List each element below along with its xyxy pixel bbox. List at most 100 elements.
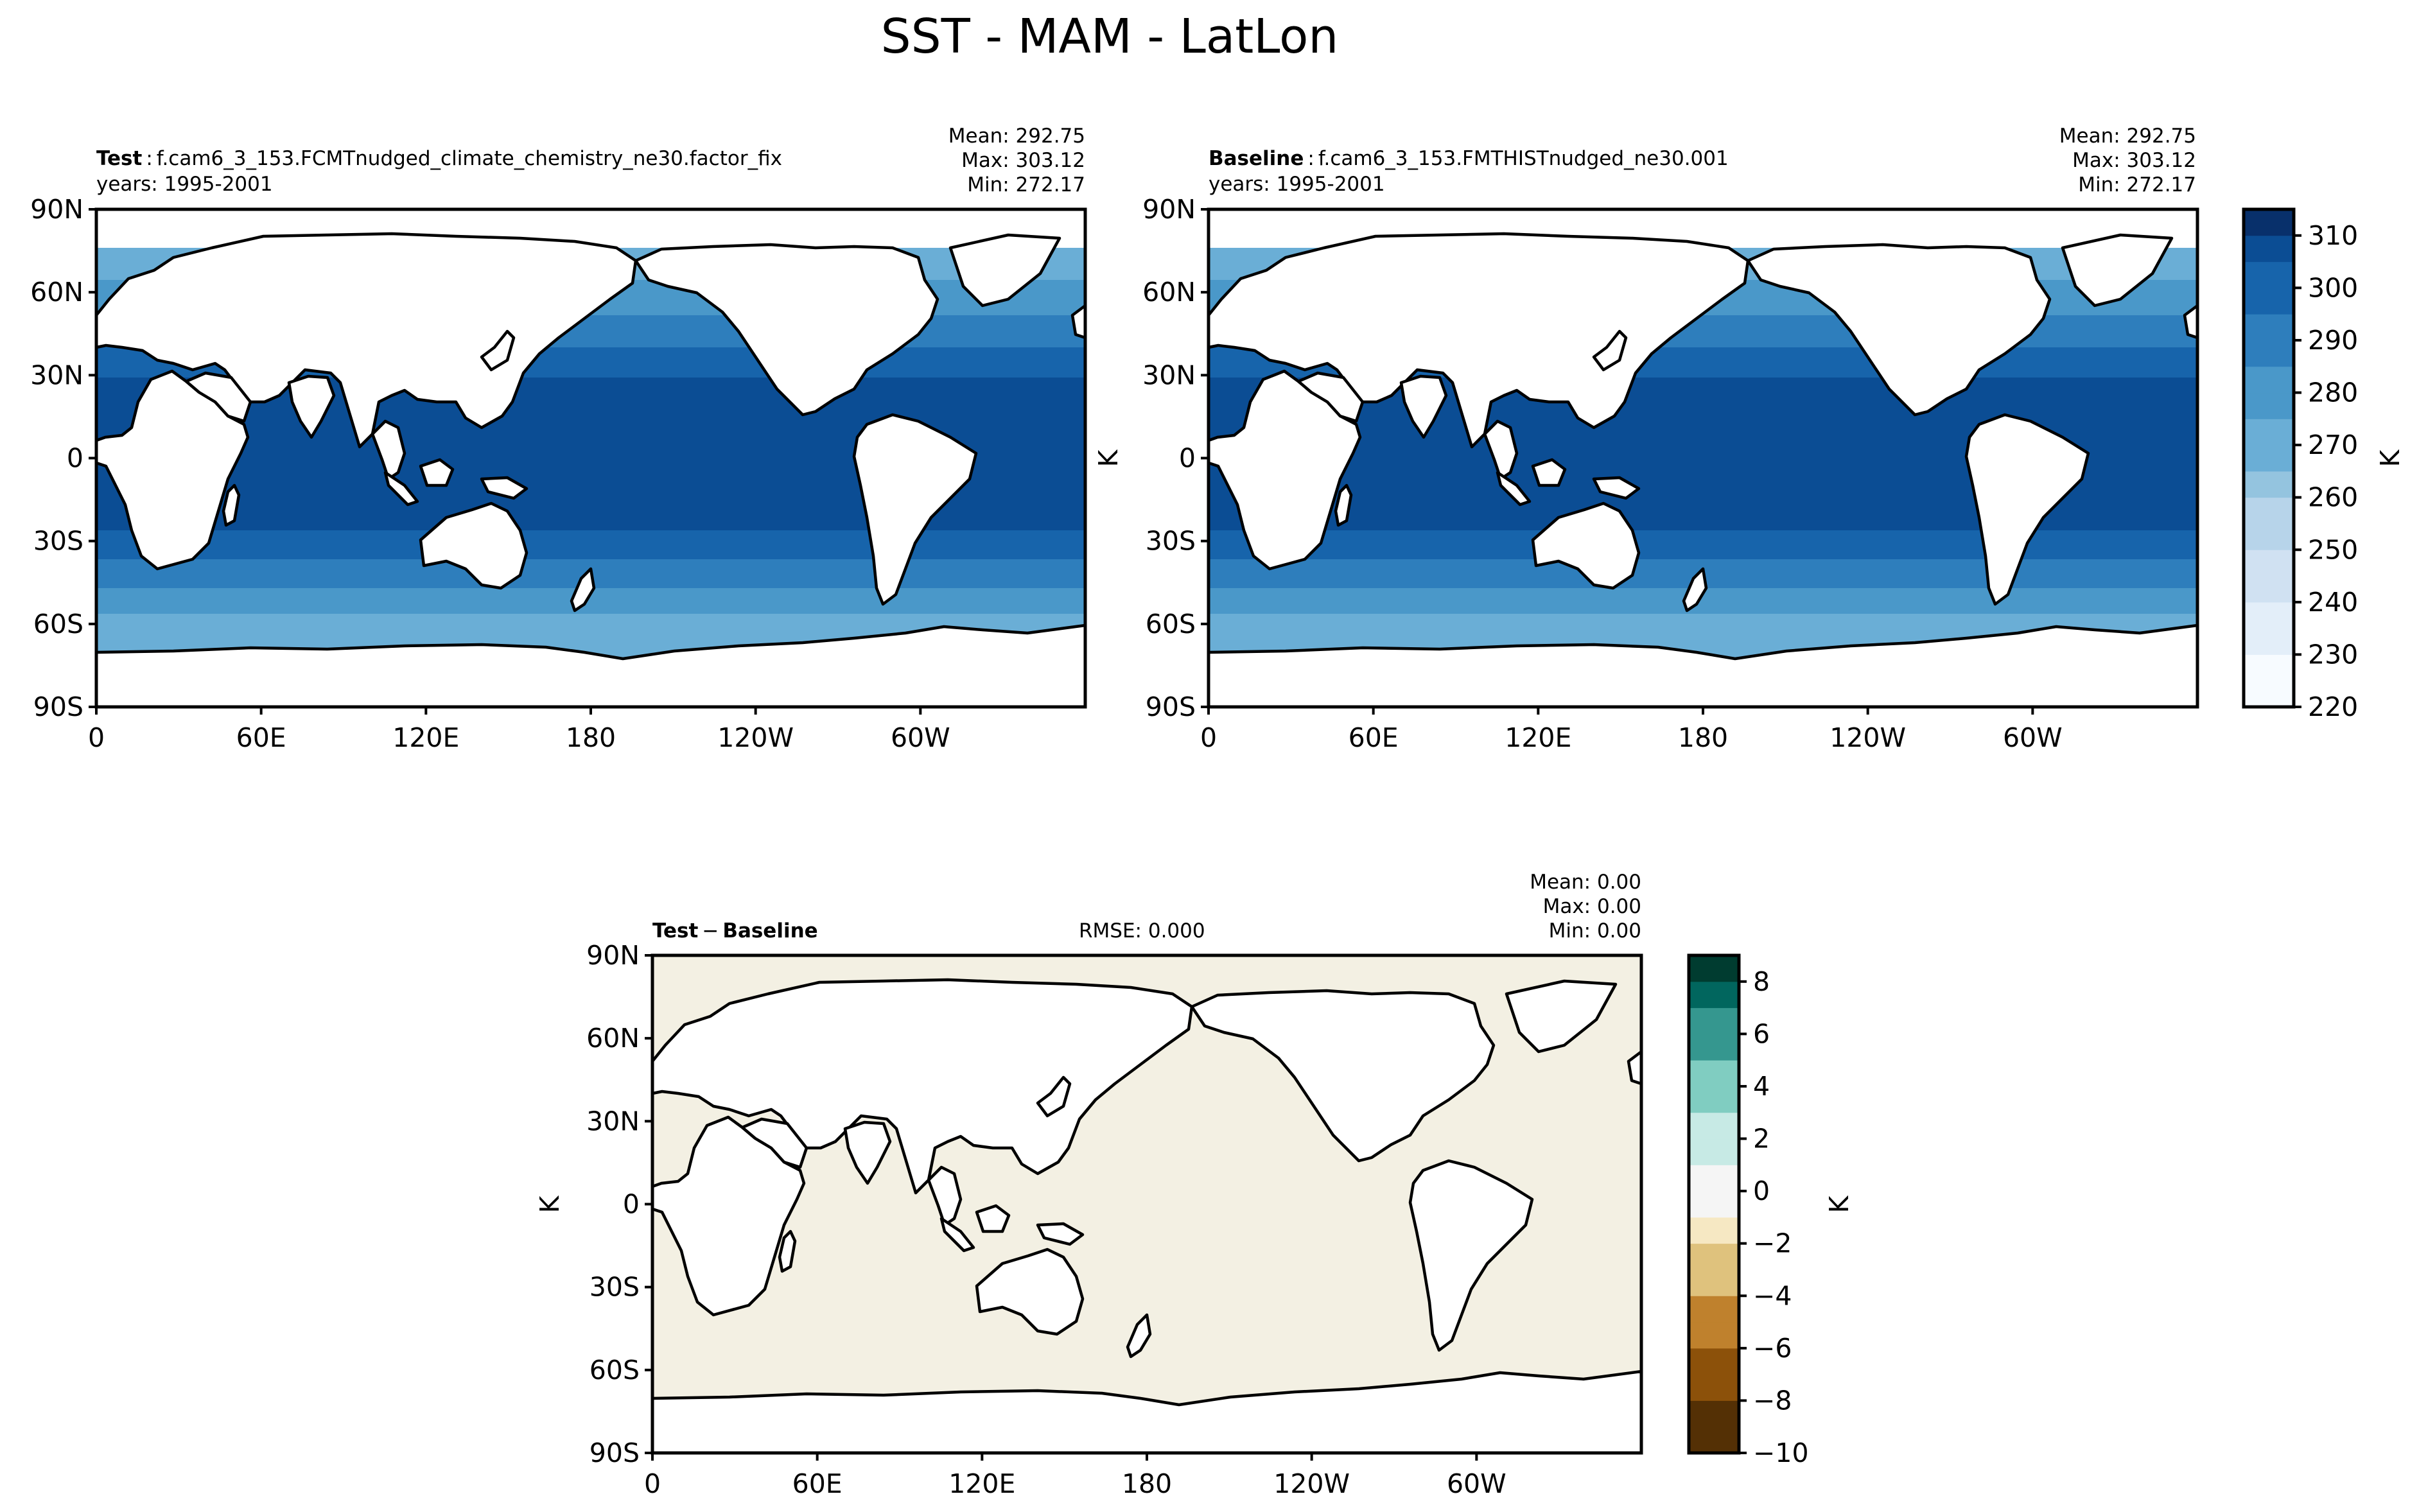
x-tick-label: 60W (1447, 1468, 1506, 1499)
baseline-map (1207, 207, 2199, 709)
diff-minus: − (702, 919, 719, 943)
baseline-axis-ticks: 0 60E 120E 180 120W 60W 90N 60N 30N 0 30S 60S 90S (1142, 194, 2063, 753)
colorbar-level (2244, 471, 2294, 498)
colorbar-level (1689, 1060, 1739, 1087)
colorbar-level (1689, 1112, 1739, 1140)
colorbar-level (1689, 1086, 1739, 1113)
colorbar-level (1689, 1348, 1739, 1375)
x-tick-label: 0 (644, 1468, 661, 1499)
test-max: Max: 303.12 (961, 149, 1085, 172)
y-tick-label: 90N (1142, 194, 1196, 225)
colorbar-level (1689, 955, 1739, 982)
diff-bold-label-baseline: Baseline (722, 919, 817, 943)
colorbar-level (2244, 288, 2294, 315)
y-tick-label: 90S (33, 691, 83, 722)
colorbar-level (1689, 1217, 1739, 1244)
colorbar-frame (2242, 207, 2296, 709)
y-tick-label: 30N (30, 360, 83, 390)
test-case-name: f.cam6_3_153.FCMTnudged_climate_chemistr… (157, 147, 782, 170)
colorbar-tick-label: 260 (2308, 482, 2358, 513)
colorbar-tick-label: −6 (1753, 1333, 1792, 1364)
colorbar-level (2244, 550, 2294, 577)
diff-panel-title: Test − Baseline (652, 919, 818, 943)
x-tick-label: 120W (1273, 1468, 1350, 1499)
y-tick-label: 60S (1146, 609, 1196, 639)
y-tick-label: 60N (586, 1023, 640, 1054)
colorbar-level (2244, 602, 2294, 629)
colorbar-level (2244, 340, 2294, 367)
colorbar-tick-label: 240 (2308, 587, 2358, 618)
colorbar-level (1689, 1400, 1739, 1427)
colorbar-tick-label: −8 (1753, 1385, 1792, 1416)
x-tick-label: 60W (2003, 722, 2063, 753)
x-tick-label: 60E (236, 722, 286, 753)
colorbar-tick-label: 280 (2308, 378, 2358, 408)
colorbar-level (2244, 654, 2294, 681)
colorbar-level (1689, 1034, 1739, 1061)
colorbar-tick-label: −10 (1753, 1438, 1809, 1468)
x-tick-label: 180 (566, 722, 616, 753)
x-tick-label: 180 (1122, 1468, 1172, 1499)
colorbar-tick-label: 310 (2308, 220, 2358, 251)
colorbar-tick-label: 6 (1753, 1018, 1770, 1049)
diff-max: Max: 0.00 (1543, 895, 1641, 918)
colorbar-level (1689, 1007, 1739, 1034)
diff-axis-ticks: 0 60E 120E 180 120W 60W 90N 60N 30N 0 30S 60S 90S (586, 940, 1506, 1499)
colorbar-tick-label: 8 (1753, 966, 1770, 997)
colorbar-level (2244, 235, 2294, 263)
x-tick-label: 0 (1200, 722, 1217, 753)
colorbar-tick-label: 250 (2308, 534, 2358, 565)
y-tick-label: 90S (589, 1438, 640, 1468)
colorbar-tick-label: 2 (1753, 1124, 1770, 1154)
test-bold-label: Test (96, 147, 143, 170)
diff-min: Min: 0.00 (1549, 919, 1641, 943)
colorbar-tick-label: −2 (1753, 1228, 1792, 1259)
colorbar-tick-label: 220 (2308, 691, 2358, 722)
y-tick-label: 60N (30, 277, 83, 308)
colorbar-level (2244, 209, 2294, 236)
colorbar-level (1689, 1138, 1739, 1165)
baseline-panel: Baseline: f.cam6_3_153.FMTHISTnudged_ne30… (1093, 125, 2199, 753)
diff-y-unit: K (534, 1195, 565, 1213)
sst-lat-band (96, 530, 1085, 559)
x-tick-label: 180 (1678, 722, 1728, 753)
sst-colorbar-label: K (2375, 449, 2406, 467)
y-tick-label: 60N (1142, 277, 1196, 308)
baseline-case-name: f.cam6_3_153.FMTHISTnudged_ne30.001 (1318, 147, 1729, 170)
colorbar-level (1689, 981, 1739, 1009)
x-tick-label: 120E (948, 1468, 1015, 1499)
colorbar-tick-label: 300 (2308, 272, 2358, 303)
colorbar-level (2244, 419, 2294, 446)
x-tick-label: 0 (88, 722, 105, 753)
x-tick-label: 120W (1829, 722, 1906, 753)
colorbar-level (2244, 576, 2294, 603)
y-tick-label: 0 (1179, 443, 1196, 474)
y-tick-label: 60S (589, 1355, 640, 1386)
x-tick-label: 60W (891, 722, 950, 753)
diff-mean: Mean: 0.00 (1530, 871, 1641, 894)
colorbar-level (1689, 1243, 1739, 1270)
diff-rmse: RMSE: 0.000 (1079, 919, 1205, 943)
colorbar-tick-label: 270 (2308, 430, 2358, 460)
colorbar-level (2244, 445, 2294, 472)
colorbar-level (1689, 1269, 1739, 1296)
test-min: Min: 272.17 (967, 173, 1085, 196)
y-tick-label: 90N (30, 194, 83, 225)
baseline-years: years: 1995-2001 (1209, 173, 1385, 196)
colorbar-level (1689, 1165, 1739, 1192)
baseline-bold-label: Baseline (1209, 147, 1304, 170)
test-mean: Mean: 292.75 (948, 125, 1085, 148)
colorbar-tick-label: 290 (2308, 325, 2358, 356)
x-tick-label: 120E (1505, 722, 1571, 753)
x-tick-label: 120W (717, 722, 794, 753)
sst-colorbar: 220 230 240 250 260 270 280 290 300 310 (2242, 207, 2358, 722)
diff-bold-label-test: Test (652, 919, 699, 943)
colorbar-level (1689, 1322, 1739, 1349)
colorbar-level (1689, 1374, 1739, 1401)
y-tick-label: 90N (586, 940, 640, 971)
diff-map (651, 953, 1643, 1455)
y-tick-label: 90S (1146, 691, 1196, 722)
colorbar-tick-label: 0 (1753, 1176, 1770, 1206)
colorbar-level (2244, 366, 2294, 394)
